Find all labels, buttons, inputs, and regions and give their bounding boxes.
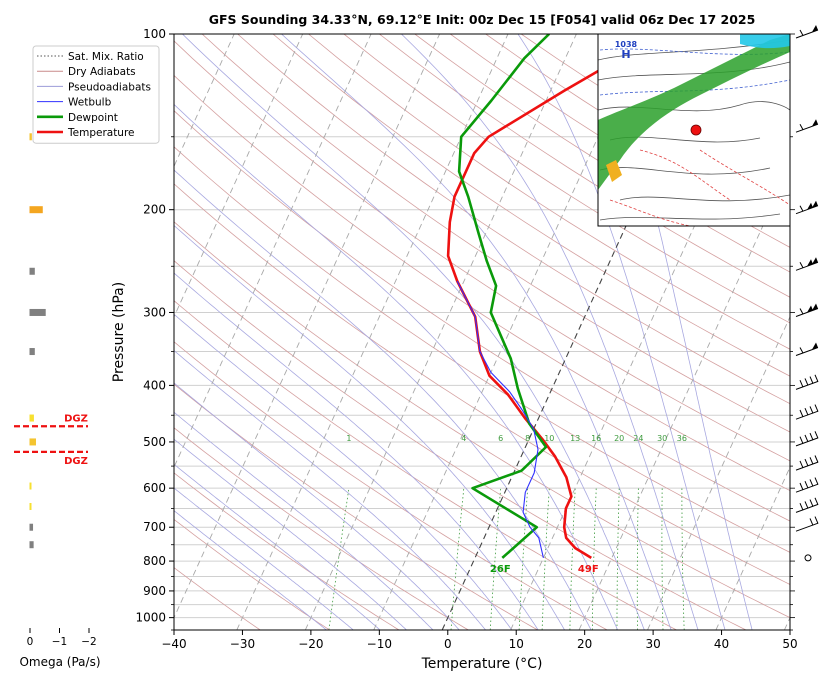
mix-ratio-label: 30 xyxy=(657,434,667,443)
x-tick-label: 30 xyxy=(645,637,660,651)
y-tick-label: 700 xyxy=(143,520,166,534)
omega-bar xyxy=(30,483,32,490)
legend-label: Wetbulb xyxy=(68,97,112,109)
mix-ratio-label: 13 xyxy=(570,434,580,443)
x-tick-label: −30 xyxy=(230,637,255,651)
inset-high-letter: H xyxy=(621,48,630,61)
mix-ratio-label: 4 xyxy=(461,434,466,443)
surface-dewpoint-label: 26F xyxy=(490,564,511,575)
y-tick-label: 200 xyxy=(143,203,166,217)
y-tick-label: 600 xyxy=(143,481,166,495)
x-tick-label: 40 xyxy=(714,637,729,651)
legend: Sat. Mix. Ratio Dry Adiabats Pseudoadiabat… xyxy=(33,46,159,143)
x-tick-label: −40 xyxy=(161,637,186,651)
x-tick-label: 50 xyxy=(782,637,797,651)
y-axis-label: Pressure (hPa) xyxy=(111,282,127,382)
omega-tick-label: −2 xyxy=(81,636,96,648)
x-tick-label: −10 xyxy=(367,637,392,651)
omega-bar xyxy=(30,541,34,548)
y-tick-label: 900 xyxy=(143,584,166,598)
omega-bar xyxy=(30,503,32,510)
legend-label: Dry Adiabats xyxy=(68,66,136,78)
mix-ratio-label: 36 xyxy=(677,434,687,443)
y-tick-label: 400 xyxy=(143,378,166,392)
mix-ratio-label: 6 xyxy=(498,434,503,443)
legend-label: Temperature xyxy=(67,127,135,139)
mix-ratio-label: 24 xyxy=(633,434,643,443)
mix-ratio-label: 1 xyxy=(346,434,351,443)
mix-ratio-label: 20 xyxy=(614,434,624,443)
omega-bar xyxy=(30,438,36,445)
mix-ratio-label: 10 xyxy=(544,434,554,443)
omega-bar xyxy=(30,268,35,275)
omega-bar xyxy=(30,348,35,355)
mix-ratio-label: 16 xyxy=(591,434,601,443)
chart-title: GFS Sounding 34.33°N, 69.12°E Init: 00z … xyxy=(209,12,756,27)
omega-bar xyxy=(30,309,46,316)
dgz-label: DGZ xyxy=(64,456,88,467)
legend-label: Sat. Mix. Ratio xyxy=(68,51,144,63)
omega-bar xyxy=(30,133,32,140)
y-tick-label: 800 xyxy=(143,554,166,568)
x-tick-label: 10 xyxy=(509,637,524,651)
y-tick-label: 500 xyxy=(143,435,166,449)
surface-temperature-label: 49F xyxy=(578,564,599,575)
x-tick-label: 20 xyxy=(577,637,592,651)
x-axis-label: Temperature (°C) xyxy=(421,656,543,672)
omega-tick-label: −1 xyxy=(52,636,67,648)
y-tick-label: 100 xyxy=(143,27,166,41)
y-tick-label: 300 xyxy=(143,305,166,319)
x-tick-label: −20 xyxy=(298,637,323,651)
legend-label: Pseudoadiabats xyxy=(68,81,151,93)
omega-bar xyxy=(30,524,34,531)
omega-bar xyxy=(30,415,34,422)
inset-location-marker xyxy=(691,125,701,135)
omega-bar xyxy=(30,206,43,213)
y-tick-label: 1000 xyxy=(135,611,166,625)
x-tick-label: 0 xyxy=(444,637,452,651)
legend-label: Dewpoint xyxy=(68,112,118,124)
mix-ratio-label: 8 xyxy=(525,434,530,443)
dgz-label: DGZ xyxy=(64,413,88,424)
omega-tick-label: 0 xyxy=(27,636,34,648)
omega-axis-label: Omega (Pa/s) xyxy=(19,655,100,669)
